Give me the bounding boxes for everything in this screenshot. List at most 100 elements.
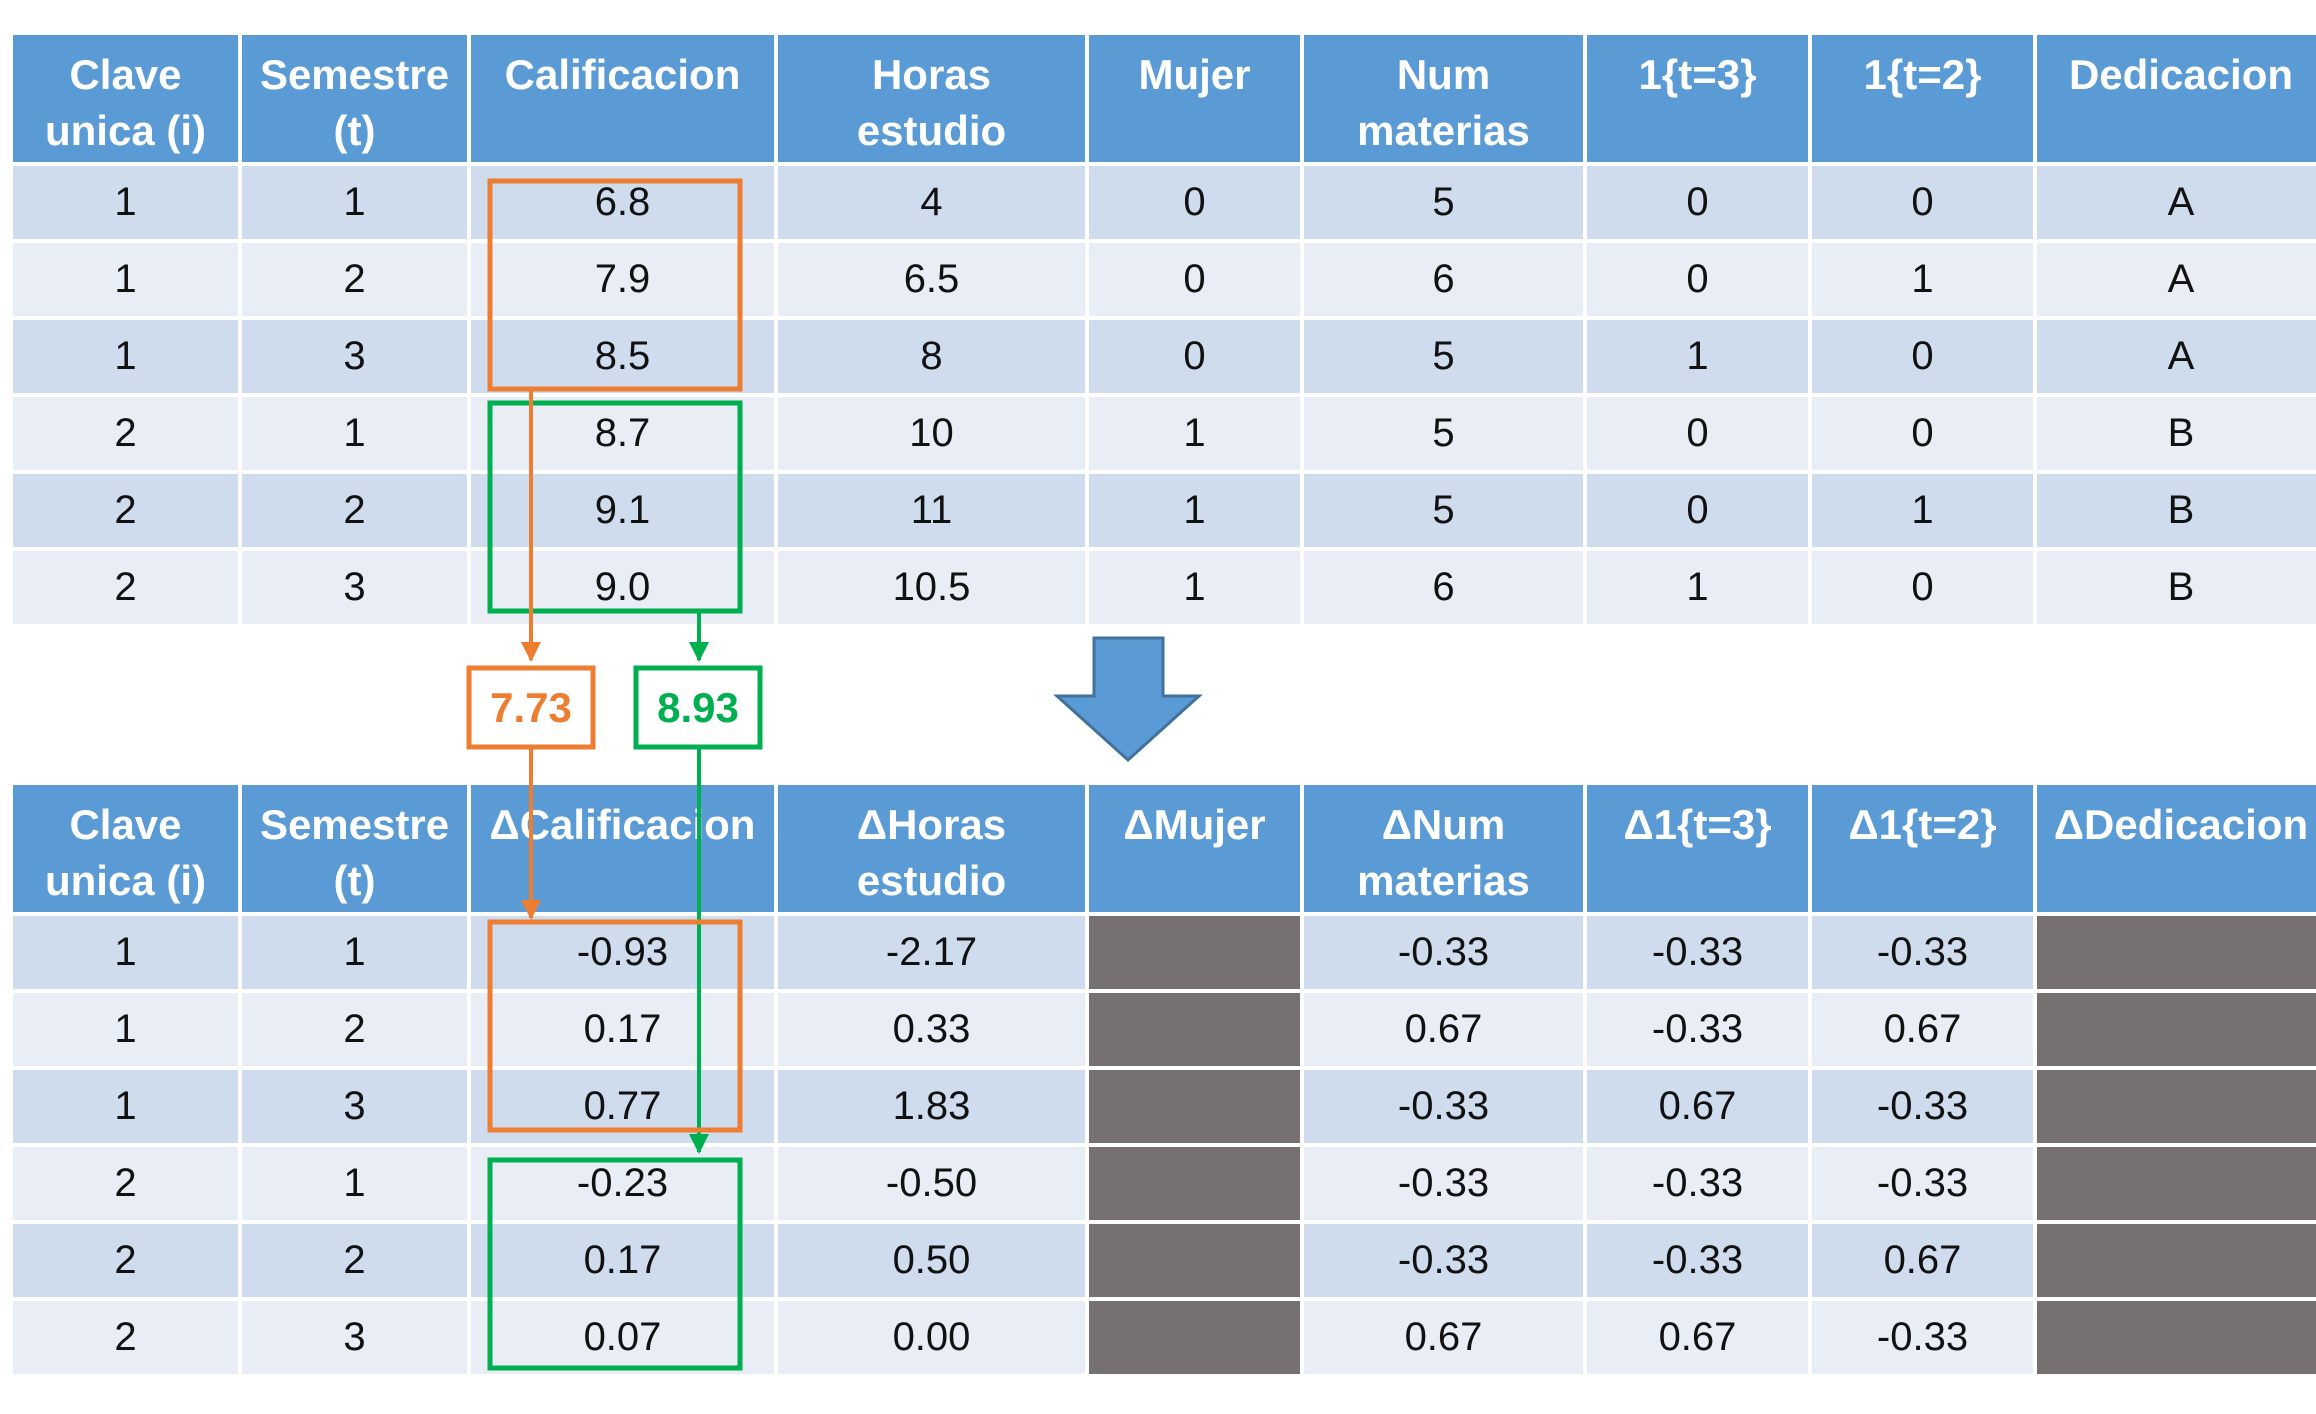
table-cell: 3 xyxy=(242,1301,467,1374)
top_table-header: Horas estudio xyxy=(778,35,1085,162)
table-cell: 0 xyxy=(1812,397,2033,470)
table-cell: 5 xyxy=(1304,166,1583,239)
table-cell: -0.33 xyxy=(1587,1224,1808,1297)
masked-cell xyxy=(1089,993,1300,1066)
table-cell: 5 xyxy=(1304,474,1583,547)
table-cell: A xyxy=(2037,243,2316,316)
table-cell: -0.23 xyxy=(471,1147,774,1220)
masked-cell xyxy=(1089,1147,1300,1220)
masked-cell xyxy=(1089,1070,1300,1143)
table-cell: 0 xyxy=(1587,397,1808,470)
bottom_table-header: ΔNum materias xyxy=(1304,785,1583,912)
top_table-header: Clave unica (i) xyxy=(13,35,238,162)
top_table-header: 1{t=3} xyxy=(1587,35,1808,162)
table-cell: 6 xyxy=(1304,243,1583,316)
unit2-mean-box xyxy=(633,665,763,750)
table-cell: 0.33 xyxy=(778,993,1085,1066)
table-cell: 0.00 xyxy=(778,1301,1085,1374)
table-cell: 1 xyxy=(13,993,238,1066)
table-cell: 3 xyxy=(242,1070,467,1143)
table-cell: 11 xyxy=(778,474,1085,547)
table-cell: 7.9 xyxy=(471,243,774,316)
masked-cell xyxy=(2037,1070,2316,1143)
table-cell: -0.33 xyxy=(1812,1301,2033,1374)
table-cell: 0.67 xyxy=(1304,1301,1583,1374)
masked-cell xyxy=(2037,1301,2316,1374)
table-cell: 6.5 xyxy=(778,243,1085,316)
table-cell: 0.67 xyxy=(1812,993,2033,1066)
bottom_table-header: ΔCalificacion xyxy=(471,785,774,912)
unit1-mean-value: 7.73 xyxy=(490,684,572,731)
transform-down-arrow xyxy=(1053,636,1203,763)
bottom_table-header: Δ1{t=2} xyxy=(1812,785,2033,912)
masked-cell xyxy=(2037,1224,2316,1297)
table-cell: 1 xyxy=(242,397,467,470)
table-cell: 0 xyxy=(1812,320,2033,393)
table-cell: 1 xyxy=(242,916,467,989)
top_table-header: Mujer xyxy=(1089,35,1300,162)
table-cell: 0 xyxy=(1089,166,1300,239)
table-cell: 0 xyxy=(1587,474,1808,547)
table-cell: 0 xyxy=(1812,551,2033,624)
table-cell: 0.07 xyxy=(471,1301,774,1374)
table-cell: 0.67 xyxy=(1587,1301,1808,1374)
table-cell: 8 xyxy=(778,320,1085,393)
masked-cell xyxy=(2037,1147,2316,1220)
table-cell: 5 xyxy=(1304,397,1583,470)
table-cell: 2 xyxy=(242,1224,467,1297)
table-cell: 1 xyxy=(1587,320,1808,393)
table-cell: -0.33 xyxy=(1812,1070,2033,1143)
table-cell: 0.67 xyxy=(1304,993,1583,1066)
table-cell: 1 xyxy=(1812,243,2033,316)
table-cell: 8.5 xyxy=(471,320,774,393)
unit1-mean-box xyxy=(466,665,596,750)
table-cell: 1 xyxy=(1587,551,1808,624)
table-cell: -0.33 xyxy=(1812,1147,2033,1220)
table-cell: 2 xyxy=(13,474,238,547)
masked-cell xyxy=(1089,1301,1300,1374)
table-cell: B xyxy=(2037,551,2316,624)
table-cell: 0 xyxy=(1089,243,1300,316)
table-cell: 1.83 xyxy=(778,1070,1085,1143)
table-cell: A xyxy=(2037,320,2316,393)
top_table-header: Num materias xyxy=(1304,35,1583,162)
table-cell: 0.77 xyxy=(471,1070,774,1143)
table-cell: -0.33 xyxy=(1812,916,2033,989)
masked-cell xyxy=(2037,916,2316,989)
top_table-header: Calificacion xyxy=(471,35,774,162)
table-cell: -0.33 xyxy=(1304,1070,1583,1143)
table-cell: B xyxy=(2037,397,2316,470)
table-cell: 0.50 xyxy=(778,1224,1085,1297)
top_table-header: Dedicacion xyxy=(2037,35,2316,162)
table-cell: 0 xyxy=(1587,243,1808,316)
table-cell: B xyxy=(2037,474,2316,547)
table-cell: 1 xyxy=(1089,551,1300,624)
table-cell: 1 xyxy=(1089,397,1300,470)
table-cell: 4 xyxy=(778,166,1085,239)
table-cell: 0 xyxy=(1089,320,1300,393)
table-cell: 1 xyxy=(1812,474,2033,547)
table-cell: 0 xyxy=(1812,166,2033,239)
table-cell: 9.0 xyxy=(471,551,774,624)
table-cell: 1 xyxy=(242,166,467,239)
original-data-table: Clave unica (i) Semestre (t) Calificacion H… xyxy=(13,35,2316,624)
bottom_table-header: ΔMujer xyxy=(1089,785,1300,912)
bottom_table-header: Clave unica (i) xyxy=(13,785,238,912)
table-cell: 1 xyxy=(13,243,238,316)
table-cell: A xyxy=(2037,166,2316,239)
table-cell: -0.33 xyxy=(1304,916,1583,989)
table-cell: 3 xyxy=(242,551,467,624)
table-cell: 2 xyxy=(13,397,238,470)
table-cell: -0.33 xyxy=(1587,1147,1808,1220)
table-cell: 2 xyxy=(242,474,467,547)
table-cell: -2.17 xyxy=(778,916,1085,989)
table-cell: 1 xyxy=(242,1147,467,1220)
table-cell: 1 xyxy=(13,1070,238,1143)
masked-cell xyxy=(1089,916,1300,989)
table-cell: 2 xyxy=(13,1301,238,1374)
masked-cell xyxy=(2037,993,2316,1066)
table-cell: 0.67 xyxy=(1812,1224,2033,1297)
table-cell: 2 xyxy=(13,551,238,624)
table-cell: 1 xyxy=(1089,474,1300,547)
table-cell: -0.33 xyxy=(1304,1224,1583,1297)
